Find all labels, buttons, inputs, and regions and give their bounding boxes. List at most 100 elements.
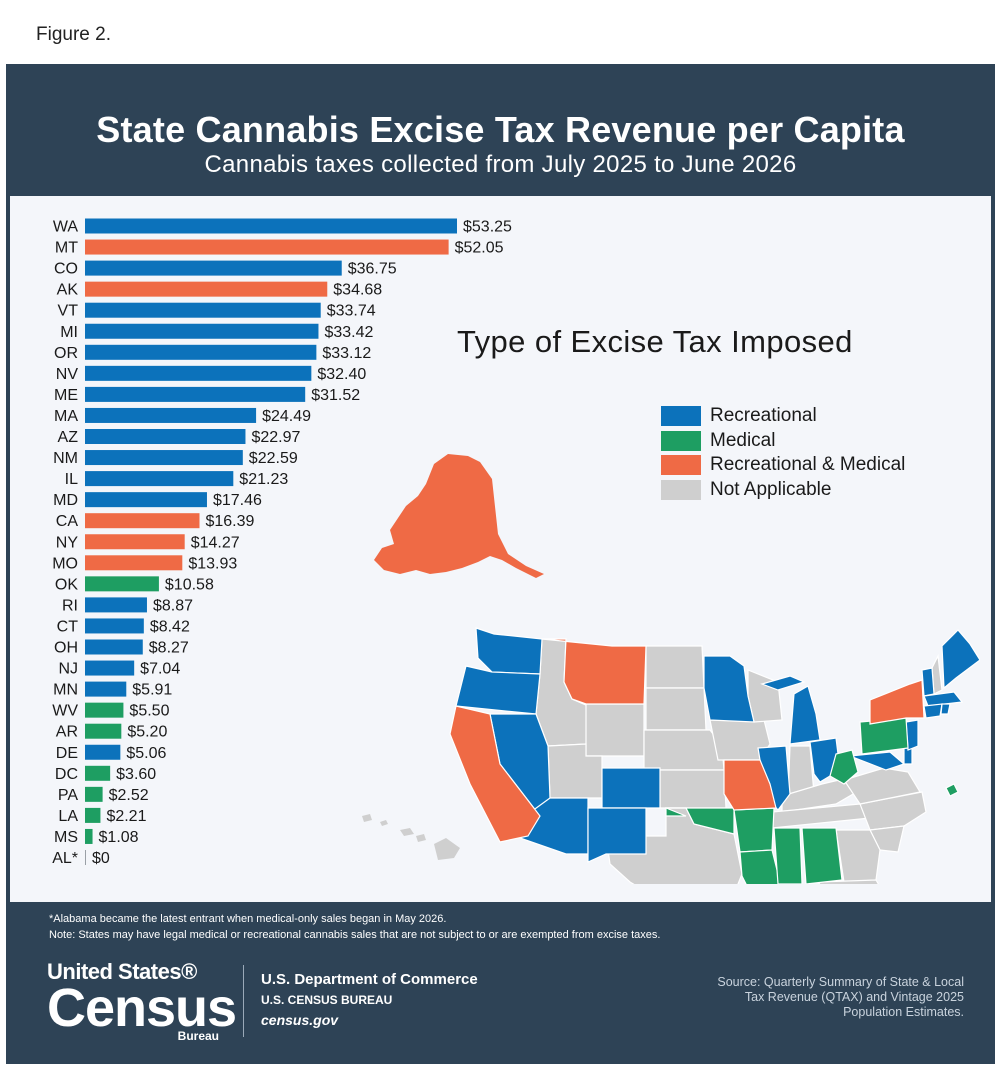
bar-oh	[85, 639, 143, 655]
map-state-al	[801, 827, 843, 884]
map-state-fl	[816, 879, 880, 884]
map-state-wi	[747, 669, 783, 723]
value-label-oh: $8.27	[149, 640, 189, 657]
bar-mi	[85, 323, 319, 339]
value-label-wa: $53.25	[463, 219, 512, 236]
map-state-mo	[723, 759, 777, 811]
category-label-az: AZ	[58, 429, 79, 446]
census-url[interactable]: census.gov	[261, 1012, 339, 1028]
value-label-az: $22.97	[251, 429, 300, 446]
map-state-pa	[859, 717, 909, 755]
bar-ny	[85, 534, 185, 550]
category-label-co: CO	[54, 261, 78, 278]
map-state-wv	[829, 749, 859, 785]
map-state-me	[941, 629, 980, 690]
map-state-wa	[475, 627, 543, 675]
category-label-al: AL*	[52, 850, 78, 867]
value-label-mn: $5.91	[132, 682, 172, 699]
footnotes: *Alabama became the latest entrant when …	[49, 911, 660, 943]
value-label-nv: $32.40	[317, 366, 366, 383]
value-label-ms: $1.08	[99, 829, 139, 846]
bar-al	[85, 850, 86, 865]
value-label-mi: $33.42	[324, 324, 373, 341]
category-label-ri: RI	[62, 597, 78, 614]
map-state-md	[849, 751, 906, 771]
category-label-nj: NJ	[58, 661, 78, 678]
category-label-il: IL	[65, 471, 78, 488]
bar-az	[85, 429, 246, 444]
value-label-la: $2.21	[106, 808, 146, 825]
category-label-ms: MS	[54, 829, 78, 846]
category-label-md: MD	[53, 492, 78, 509]
category-label-ak: AK	[57, 282, 79, 299]
category-label-wa: WA	[53, 219, 79, 236]
bar-il	[85, 471, 234, 487]
legend-label-recreational-medical: Recreational & Medical	[710, 454, 906, 476]
category-label-mt: MT	[55, 240, 78, 257]
bar-dc	[85, 765, 111, 781]
bar-chart: WA $53.25 MT $52.05 CO $36.75 AK $34.68 VT $33.74…	[52, 218, 512, 867]
map-state-ar	[733, 807, 775, 853]
bar-nm	[85, 450, 243, 466]
logo-line-united-states: United States®	[47, 959, 197, 984]
legend-item-medical: Medical	[661, 429, 905, 454]
value-label-nm: $22.59	[249, 450, 298, 467]
category-label-mo: MO	[52, 555, 78, 572]
category-label-ar: AR	[56, 724, 78, 741]
category-label-wv: WV	[52, 703, 78, 720]
bar-ca	[85, 513, 200, 529]
value-label-nj: $7.04	[140, 661, 180, 678]
value-label-il: $21.23	[239, 471, 288, 488]
category-label-ny: NY	[56, 534, 79, 551]
legend-item-recreational-medical: Recreational & Medical	[661, 453, 905, 478]
legend-label-medical: Medical	[710, 429, 776, 451]
map-state-ct	[923, 703, 943, 719]
map-state-co	[601, 767, 661, 809]
chart-panel: WA $53.25 MT $52.05 CO $36.75 AK $34.68 VT $33.74…	[10, 196, 991, 902]
category-label-ok: OK	[55, 576, 78, 593]
category-label-mi: MI	[60, 324, 78, 341]
bar-de	[85, 744, 121, 760]
value-label-ar: $5.20	[127, 724, 167, 741]
map-state-ne	[643, 729, 725, 771]
category-label-nm: NM	[53, 450, 78, 467]
department-name: U.S. Department of Commerce	[261, 971, 478, 988]
map-state-mi	[760, 675, 821, 745]
category-label-nv: NV	[56, 366, 79, 383]
map-state-dc	[945, 783, 959, 797]
footer-divider	[243, 965, 244, 1037]
bar-mt	[85, 239, 449, 255]
map-state-hi	[362, 814, 460, 860]
value-label-co: $36.75	[348, 261, 397, 278]
map-state-ms	[773, 827, 803, 884]
map-state-ri	[940, 703, 951, 715]
value-label-md: $17.46	[213, 492, 262, 509]
value-label-vt: $33.74	[327, 303, 376, 320]
legend-swatch-recreational-medical	[661, 455, 701, 476]
infographic-frame: State Cannabis Excise Tax Revenue per Ca…	[6, 64, 995, 1064]
bureau-name: U.S. CENSUS BUREAU	[261, 993, 393, 1007]
map-state-ny	[869, 679, 925, 725]
value-label-or: $33.12	[322, 345, 371, 362]
map-state-or	[455, 665, 541, 715]
value-label-de: $5.06	[126, 745, 166, 762]
footnote-general: Note: States may have legal medical or r…	[49, 929, 661, 941]
logo-line-census: Census	[47, 978, 237, 1038]
bar-mn	[85, 681, 127, 697]
map-legend: Recreational Medical Recreational & Medi…	[661, 404, 905, 502]
map-state-ca	[449, 705, 541, 843]
category-label-vt: VT	[58, 303, 79, 320]
value-label-dc: $3.60	[116, 766, 156, 783]
chart-subtitle: Cannabis taxes collected from July 2025 …	[204, 151, 797, 178]
bar-mo	[85, 555, 183, 571]
legend-swatch-not-applicable	[661, 479, 701, 500]
value-label-ca: $16.39	[205, 513, 254, 530]
bar-ct	[85, 618, 144, 634]
figure-label: Figure 2.	[36, 24, 111, 45]
bar-co	[85, 260, 342, 276]
map-state-ga	[835, 829, 881, 883]
legend-label-recreational: Recreational	[710, 405, 817, 427]
map-title: Type of Excise Tax Imposed	[457, 324, 853, 359]
map-state-nd	[645, 645, 705, 689]
legend-swatch-medical	[661, 430, 701, 451]
